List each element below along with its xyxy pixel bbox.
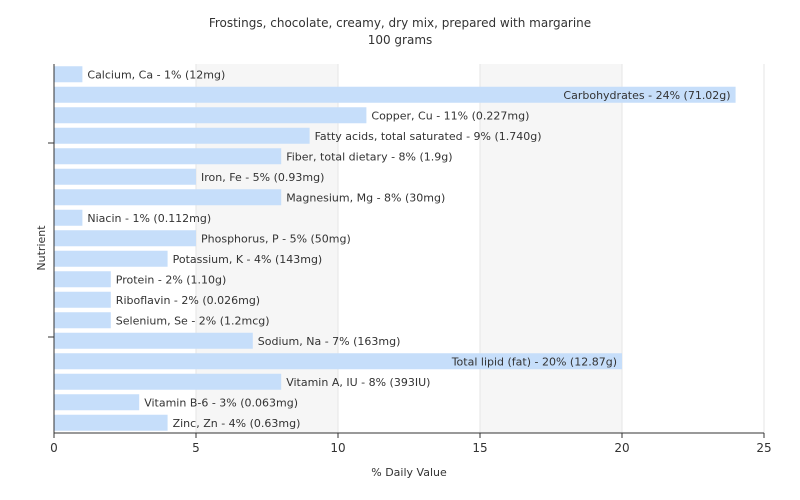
bar-label: Copper, Cu - 11% (0.227mg): [371, 109, 529, 122]
bar-label: Zinc, Zn - 4% (0.63mg): [173, 417, 301, 430]
x-tick-label: 15: [472, 441, 487, 455]
bar-label: Vitamin A, IU - 8% (393IU): [286, 376, 430, 389]
bar: [54, 373, 282, 390]
bar-label: Total lipid (fat) - 20% (12.87g): [451, 355, 617, 368]
bar: [54, 271, 111, 288]
bar-label: Magnesium, Mg - 8% (30mg): [286, 191, 445, 204]
x-tick-label: 5: [192, 441, 200, 455]
x-tick-label: 0: [50, 441, 58, 455]
grid: [195, 64, 765, 433]
bar-label: Riboflavin - 2% (0.026mg): [116, 294, 260, 307]
bar-label: Phosphorus, P - 5% (50mg): [201, 232, 351, 245]
bar: [54, 312, 111, 329]
bar-label: Vitamin B-6 - 3% (0.063mg): [144, 396, 298, 409]
x-tick-label: 25: [756, 441, 771, 455]
chart-title: Frostings, chocolate, creamy, dry mix, p…: [209, 16, 591, 30]
bar: [54, 148, 282, 165]
plot-band: [54, 64, 196, 433]
bars: Calcium, Ca - 1% (12mg) Carbohydrates - 2…: [54, 66, 736, 431]
axes: 0 5 10 15 20 25: [48, 64, 772, 455]
bar: [54, 107, 367, 124]
bar: [54, 332, 253, 349]
bar: [54, 189, 282, 206]
bar-label: Fatty acids, total saturated - 9% (1.740…: [315, 130, 542, 143]
bar: [54, 86, 736, 103]
bar: [54, 353, 622, 370]
bar: [54, 168, 196, 185]
plot-band: [622, 64, 764, 433]
bar: [54, 209, 83, 226]
x-axis-label: % Daily Value: [371, 466, 447, 479]
bar: [54, 414, 168, 431]
bar-label: Carbohydrates - 24% (71.02g): [563, 89, 730, 102]
bar-label: Niacin - 1% (0.112mg): [87, 212, 211, 225]
bar-label: Iron, Fe - 5% (0.93mg): [201, 171, 324, 184]
y-axis-label: Nutrient: [35, 225, 48, 271]
bar: [54, 394, 140, 411]
bar-label: Fiber, total dietary - 8% (1.9g): [286, 150, 452, 163]
bar: [54, 66, 83, 83]
chart-subtitle: 100 grams: [368, 33, 433, 47]
x-tick-label: 20: [614, 441, 629, 455]
bar: [54, 230, 196, 247]
bar-label: Calcium, Ca - 1% (12mg): [87, 68, 225, 81]
plot-band: [338, 64, 480, 433]
bar: [54, 291, 111, 308]
plot-band: [480, 64, 622, 433]
bar-label: Sodium, Na - 7% (163mg): [258, 335, 401, 348]
bar-label: Potassium, K - 4% (143mg): [173, 253, 323, 266]
bar-label: Protein - 2% (1.10g): [116, 273, 227, 286]
bar: [54, 250, 168, 267]
bar-label: Selenium, Se - 2% (1.2mcg): [116, 314, 270, 327]
plot-band: [196, 64, 338, 433]
bar: [54, 127, 310, 144]
plot-background: [54, 64, 764, 433]
x-tick-label: 10: [330, 441, 345, 455]
